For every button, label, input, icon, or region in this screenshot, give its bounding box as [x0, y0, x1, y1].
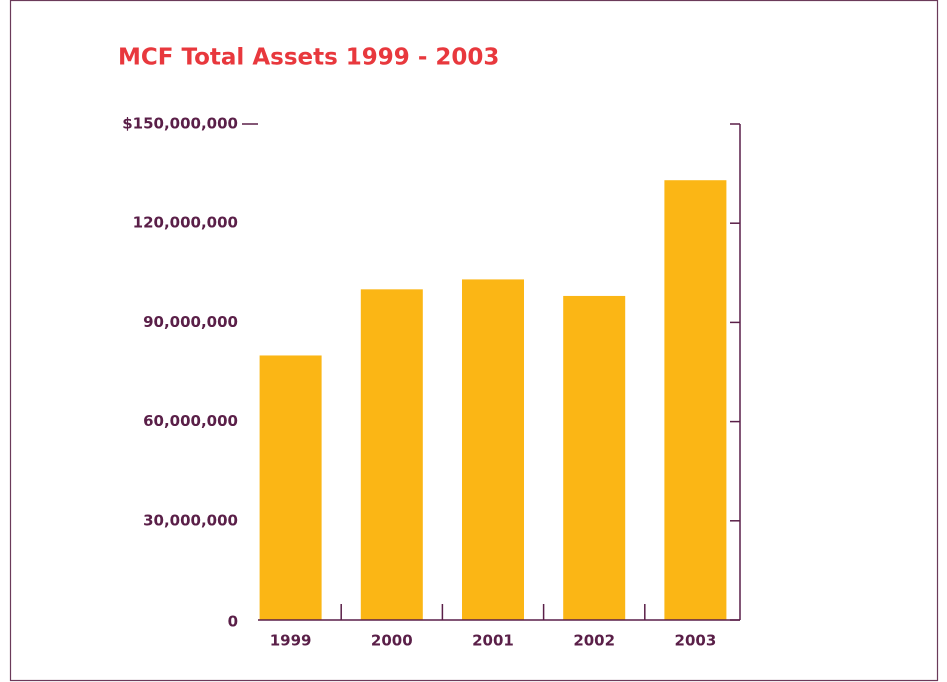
y-tick-label: 0 [228, 613, 238, 631]
x-tick-label: 2003 [675, 632, 717, 650]
x-tick-label: 1999 [270, 632, 312, 650]
frame [9, 0, 939, 682]
y-tick-label: 90,000,000 [143, 313, 238, 331]
y-tick-label: 30,000,000 [143, 511, 238, 529]
bar [360, 289, 423, 620]
bar [462, 279, 524, 620]
chart-title: MCF Total Assets 1999 - 2003 [118, 45, 499, 71]
y-tick-label: $150,000,000 [122, 115, 238, 133]
x-tick-label: 2002 [573, 632, 615, 650]
bar [664, 180, 727, 621]
y-tick-label: 60,000,000 [143, 412, 238, 430]
x-tick-label: 2000 [371, 632, 413, 650]
bar [259, 355, 322, 620]
y-tick-label: 120,000,000 [133, 214, 238, 232]
x-tick-label: 2001 [472, 632, 514, 650]
bar [563, 295, 626, 620]
